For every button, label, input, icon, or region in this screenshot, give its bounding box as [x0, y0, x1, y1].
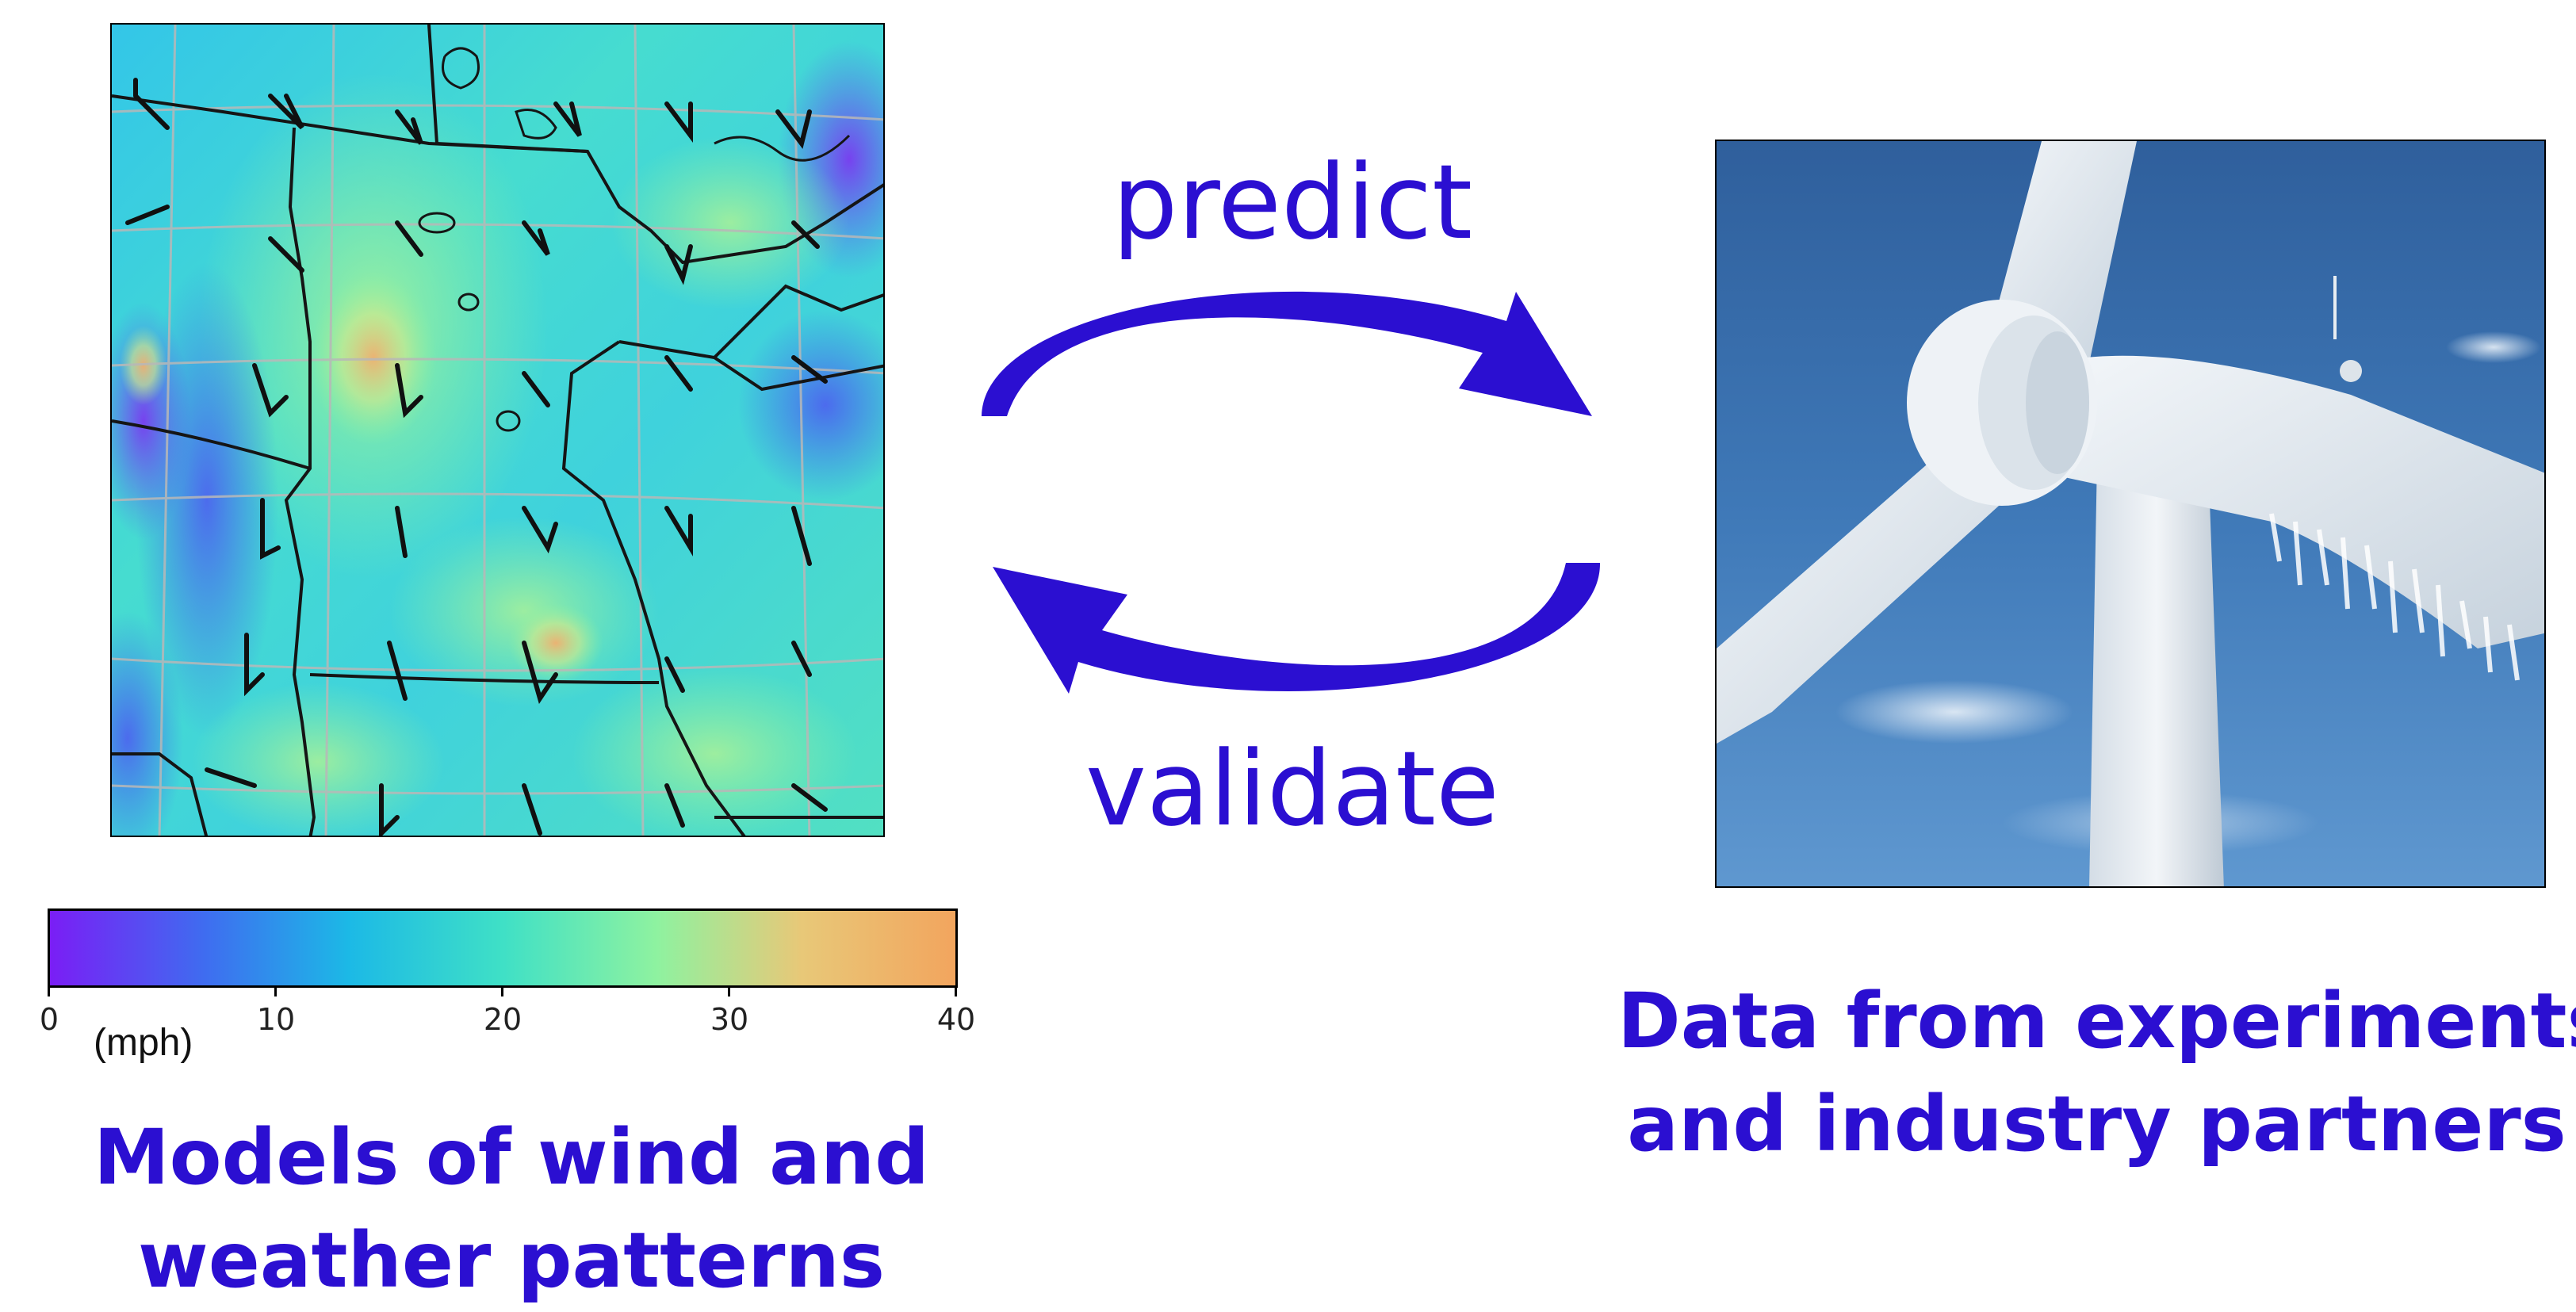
models-caption: Models of wind and weather patterns	[48, 1106, 975, 1312]
iced-wind-turbine-photo	[1715, 140, 2546, 888]
data-caption-line-2: and industry partners	[1627, 1080, 2566, 1169]
colorbar-tick-label: 40	[936, 1002, 976, 1037]
wind-model-map	[110, 23, 885, 837]
models-caption-line-2: weather patterns	[138, 1216, 885, 1305]
data-caption-line-1: Data from experiments	[1617, 977, 2576, 1065]
cycle-arrows	[982, 291, 1601, 694]
wind-speed-colorbar	[48, 908, 958, 988]
colorbar-tick-mark	[955, 985, 957, 996]
colorbar-tick-label: 0	[39, 1002, 59, 1037]
validate-label: validate	[1085, 729, 1499, 849]
colorbar-tick-label: 30	[710, 1002, 749, 1037]
validate-arrow	[993, 563, 1601, 694]
colorbar-tick-label: 20	[483, 1002, 522, 1037]
colorbar-tick-mark	[501, 985, 503, 996]
colorbar-tick-mark	[274, 985, 277, 996]
predict-label: predict	[1112, 142, 1473, 262]
predict-arrow	[982, 291, 1592, 416]
colorbar-tick-label: 10	[256, 1002, 296, 1037]
colorbar-unit-label: (mph)	[94, 1022, 193, 1064]
colorbar-tick-mark	[728, 985, 730, 996]
colorbar-tick-mark	[48, 985, 50, 996]
data-caption: Data from experiments and industry partn…	[1617, 970, 2576, 1176]
models-caption-line-1: Models of wind and	[94, 1113, 929, 1202]
